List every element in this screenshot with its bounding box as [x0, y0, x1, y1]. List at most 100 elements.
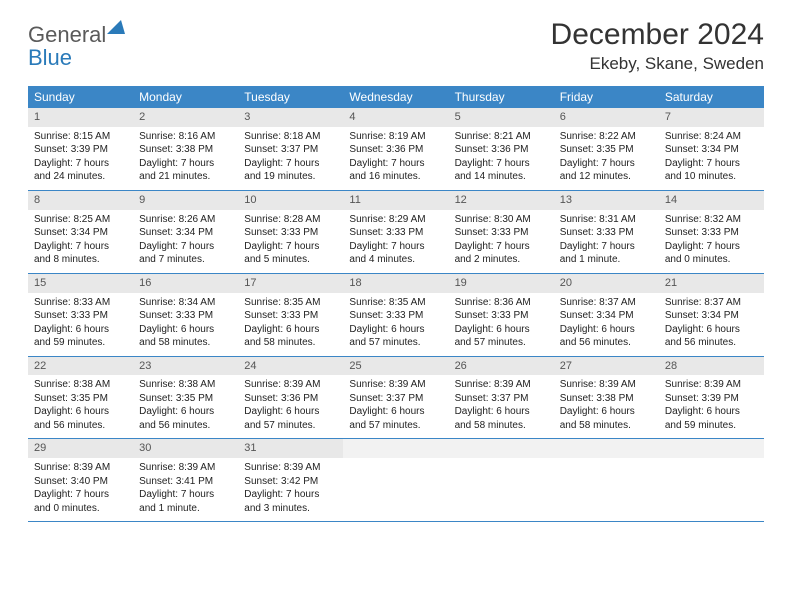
sunrise-text: Sunrise: 8:38 AM [139, 378, 232, 392]
daylight-text-2: and 3 minutes. [244, 502, 337, 516]
daylight-text-2: and 58 minutes. [244, 336, 337, 350]
day-cell [554, 439, 659, 521]
day-cell [659, 439, 764, 521]
daylight-text-2: and 57 minutes. [349, 419, 442, 433]
sunrise-text: Sunrise: 8:15 AM [34, 130, 127, 144]
sunset-text: Sunset: 3:33 PM [34, 309, 127, 323]
daylight-text-1: Daylight: 7 hours [244, 240, 337, 254]
sunrise-text: Sunrise: 8:35 AM [349, 296, 442, 310]
logo: General Blue [28, 18, 125, 70]
day-number: 9 [133, 191, 238, 210]
empty-day-bar [554, 439, 659, 458]
sunset-text: Sunset: 3:33 PM [455, 226, 548, 240]
daylight-text-1: Daylight: 7 hours [244, 157, 337, 171]
logo-text-block: General Blue [28, 24, 125, 70]
sunrise-text: Sunrise: 8:18 AM [244, 130, 337, 144]
day-details: Sunrise: 8:22 AMSunset: 3:35 PMDaylight:… [554, 127, 659, 190]
day-details: Sunrise: 8:39 AMSunset: 3:37 PMDaylight:… [343, 375, 448, 438]
sunset-text: Sunset: 3:33 PM [139, 309, 232, 323]
day-cell: 14Sunrise: 8:32 AMSunset: 3:33 PMDayligh… [659, 191, 764, 273]
daylight-text-1: Daylight: 6 hours [455, 323, 548, 337]
sunrise-text: Sunrise: 8:24 AM [665, 130, 758, 144]
week-row: 8Sunrise: 8:25 AMSunset: 3:34 PMDaylight… [28, 191, 764, 274]
sunset-text: Sunset: 3:34 PM [665, 309, 758, 323]
daylight-text-2: and 58 minutes. [139, 336, 232, 350]
sunset-text: Sunset: 3:34 PM [665, 143, 758, 157]
day-number: 10 [238, 191, 343, 210]
daylight-text-2: and 8 minutes. [34, 253, 127, 267]
sunrise-text: Sunrise: 8:26 AM [139, 213, 232, 227]
day-cell [449, 439, 554, 521]
daylight-text-1: Daylight: 7 hours [560, 240, 653, 254]
day-cell: 17Sunrise: 8:35 AMSunset: 3:33 PMDayligh… [238, 274, 343, 356]
sunset-text: Sunset: 3:37 PM [244, 143, 337, 157]
day-number: 29 [28, 439, 133, 458]
sunrise-text: Sunrise: 8:37 AM [665, 296, 758, 310]
daylight-text-2: and 56 minutes. [139, 419, 232, 433]
sunrise-text: Sunrise: 8:39 AM [665, 378, 758, 392]
daylight-text-1: Daylight: 7 hours [139, 157, 232, 171]
daylight-text-2: and 56 minutes. [560, 336, 653, 350]
sunrise-text: Sunrise: 8:29 AM [349, 213, 442, 227]
daylight-text-2: and 1 minute. [139, 502, 232, 516]
daylight-text-1: Daylight: 6 hours [139, 405, 232, 419]
daylight-text-2: and 58 minutes. [455, 419, 548, 433]
daylight-text-2: and 4 minutes. [349, 253, 442, 267]
day-details: Sunrise: 8:33 AMSunset: 3:33 PMDaylight:… [28, 293, 133, 356]
day-cell: 23Sunrise: 8:38 AMSunset: 3:35 PMDayligh… [133, 357, 238, 439]
day-details: Sunrise: 8:16 AMSunset: 3:38 PMDaylight:… [133, 127, 238, 190]
day-details: Sunrise: 8:38 AMSunset: 3:35 PMDaylight:… [133, 375, 238, 438]
day-details: Sunrise: 8:32 AMSunset: 3:33 PMDaylight:… [659, 210, 764, 273]
empty-day-bar [449, 439, 554, 458]
sunset-text: Sunset: 3:37 PM [455, 392, 548, 406]
day-cell: 5Sunrise: 8:21 AMSunset: 3:36 PMDaylight… [449, 108, 554, 190]
weekday-label: Tuesday [238, 86, 343, 108]
week-row: 1Sunrise: 8:15 AMSunset: 3:39 PMDaylight… [28, 108, 764, 191]
sunset-text: Sunset: 3:34 PM [34, 226, 127, 240]
day-number: 4 [343, 108, 448, 127]
day-number: 27 [554, 357, 659, 376]
daylight-text-2: and 21 minutes. [139, 170, 232, 184]
sunrise-text: Sunrise: 8:16 AM [139, 130, 232, 144]
daylight-text-2: and 57 minutes. [455, 336, 548, 350]
daylight-text-2: and 7 minutes. [139, 253, 232, 267]
day-cell: 24Sunrise: 8:39 AMSunset: 3:36 PMDayligh… [238, 357, 343, 439]
day-details: Sunrise: 8:37 AMSunset: 3:34 PMDaylight:… [659, 293, 764, 356]
day-number: 7 [659, 108, 764, 127]
sunset-text: Sunset: 3:39 PM [665, 392, 758, 406]
sunrise-text: Sunrise: 8:39 AM [455, 378, 548, 392]
week-row: 15Sunrise: 8:33 AMSunset: 3:33 PMDayligh… [28, 274, 764, 357]
sunset-text: Sunset: 3:35 PM [139, 392, 232, 406]
day-cell: 16Sunrise: 8:34 AMSunset: 3:33 PMDayligh… [133, 274, 238, 356]
day-cell: 7 Sunrise: 8:24 AMSunset: 3:34 PMDaylight… [659, 108, 764, 190]
day-number: 15 [28, 274, 133, 293]
day-details: Sunrise: 8:39 AMSunset: 3:38 PMDaylight:… [554, 375, 659, 438]
sunset-text: Sunset: 3:42 PM [244, 475, 337, 489]
day-cell [343, 439, 448, 521]
daylight-text-1: Daylight: 6 hours [244, 405, 337, 419]
day-cell: 26Sunrise: 8:39 AMSunset: 3:37 PMDayligh… [449, 357, 554, 439]
logo-word-blue: Blue [28, 45, 72, 70]
day-number: 14 [659, 191, 764, 210]
daylight-text-2: and 59 minutes. [665, 419, 758, 433]
day-details: Sunrise: 8:31 AMSunset: 3:33 PMDaylight:… [554, 210, 659, 273]
day-number: 25 [343, 357, 448, 376]
daylight-text-1: Daylight: 7 hours [665, 157, 758, 171]
day-number: 23 [133, 357, 238, 376]
day-details: Sunrise: 8:25 AMSunset: 3:34 PMDaylight:… [28, 210, 133, 273]
day-cell: 20Sunrise: 8:37 AMSunset: 3:34 PMDayligh… [554, 274, 659, 356]
daylight-text-1: Daylight: 7 hours [665, 240, 758, 254]
sunrise-text: Sunrise: 8:33 AM [34, 296, 127, 310]
logo-word-general: General [28, 22, 106, 47]
daylight-text-1: Daylight: 7 hours [244, 488, 337, 502]
sunset-text: Sunset: 3:41 PM [139, 475, 232, 489]
day-number: 13 [554, 191, 659, 210]
day-cell: 1Sunrise: 8:15 AMSunset: 3:39 PMDaylight… [28, 108, 133, 190]
day-details: Sunrise: 8:38 AMSunset: 3:35 PMDaylight:… [28, 375, 133, 438]
sunrise-text: Sunrise: 8:34 AM [139, 296, 232, 310]
day-number: 20 [554, 274, 659, 293]
daylight-text-2: and 5 minutes. [244, 253, 337, 267]
month-title: December 2024 [551, 18, 764, 52]
sunrise-text: Sunrise: 8:36 AM [455, 296, 548, 310]
day-number: 28 [659, 357, 764, 376]
